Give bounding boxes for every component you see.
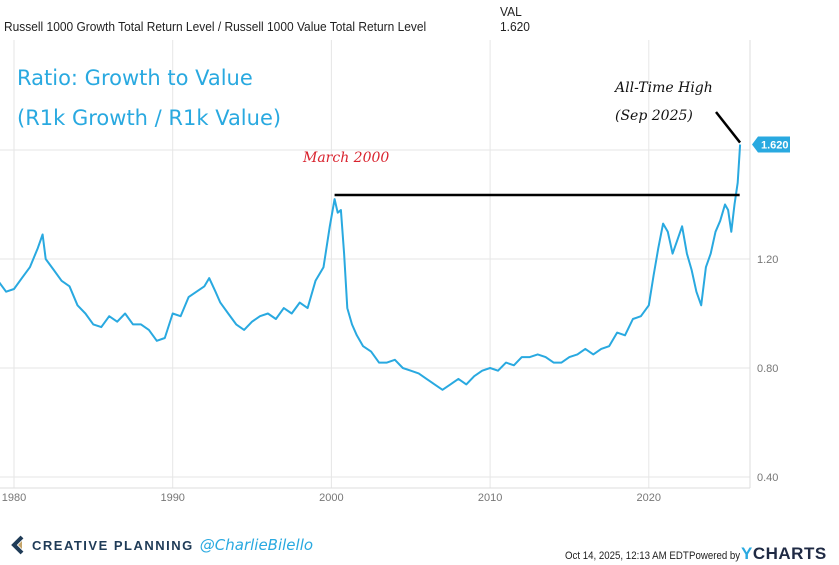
march-2000-label: March 2000: [303, 150, 390, 166]
creative-planning-logo-icon: [11, 535, 24, 555]
x-tick-label: 2000: [319, 492, 343, 504]
all-time-high-date: (Sep 2025): [615, 108, 693, 124]
chart-title-line2: (R1k Growth / R1k Value): [17, 106, 282, 130]
x-tick-label: 1980: [2, 492, 26, 504]
ycharts-logo: YCHARTS: [741, 544, 827, 563]
last-value-label: 1.620: [761, 140, 789, 152]
y-tick-label: 0.40: [757, 472, 778, 484]
y-tick-label: 0.80: [757, 363, 778, 375]
x-tick-label: 2020: [637, 492, 661, 504]
timestamp: Oct 14, 2025, 12:13 AM EDT: [565, 550, 689, 562]
series-line: [0, 144, 742, 391]
series-name: Russell 1000 Growth Total Return Level /…: [4, 19, 427, 34]
ycharts-text: CHARTS: [752, 544, 827, 563]
all-time-high-pointer-line: [715, 111, 742, 144]
all-time-high-label: All-Time High: [615, 80, 713, 96]
chart-title-line1: Ratio: Growth to Value: [17, 66, 253, 90]
series-current-value: 1.620: [500, 19, 530, 34]
powered-by: Powered by: [689, 550, 741, 562]
x-tick-label: 1990: [160, 492, 184, 504]
brand-name: CREATIVE PLANNING: [32, 537, 194, 553]
y-tick-label: 1.20: [757, 254, 778, 266]
footer-branding: CREATIVE PLANNING @CharlieBilello: [10, 535, 313, 555]
last-value-tag: [752, 136, 790, 153]
value-column-header: VAL: [500, 4, 522, 19]
x-tick-label: 2010: [478, 492, 502, 504]
twitter-handle: @CharlieBilello: [199, 536, 314, 554]
